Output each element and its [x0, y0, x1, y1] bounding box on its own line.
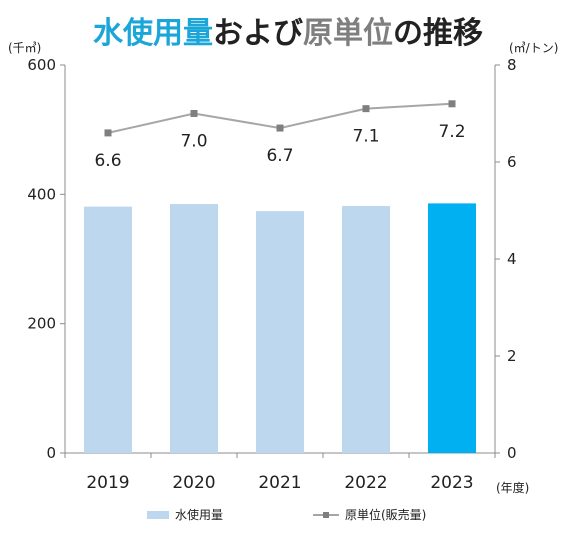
- title-part-intensity: 原単位: [303, 16, 393, 51]
- intensity-marker-2021: [276, 124, 284, 132]
- right-tick-label: 8: [507, 56, 517, 74]
- legend-line-swatch: [313, 511, 339, 518]
- intensity-data-label-2023: 7.2: [438, 122, 465, 142]
- left-tick-label: 0: [46, 444, 56, 462]
- right-tick-label: 0: [507, 444, 517, 462]
- intensity-data-label-2019: 6.6: [94, 151, 121, 171]
- intensity-data-label-2022: 7.1: [352, 127, 379, 147]
- intensity-marker-2020: [190, 110, 198, 117]
- bar-2023: [428, 203, 476, 453]
- intensity-marker-2023: [448, 100, 456, 108]
- title-part-trend: の推移: [393, 16, 483, 51]
- right-axis-unit: (㎥/トン): [509, 41, 558, 55]
- intensity-data-label-2021: 6.7: [266, 146, 293, 166]
- title-part-and: および: [213, 16, 303, 51]
- title-part-water-usage: 水使用量: [93, 16, 213, 51]
- intensity-marker-2019: [104, 129, 112, 137]
- left-tick-label: 600: [27, 56, 56, 74]
- left-tick-label: 400: [27, 185, 56, 203]
- intensity-marker-2022: [362, 105, 370, 113]
- right-tick-label: 6: [507, 153, 517, 171]
- intensity-data-label-2020: 7.0: [180, 132, 207, 152]
- legend-label-water-usage: 水使用量: [175, 508, 224, 522]
- bar-2020: [170, 204, 218, 453]
- legend-item-intensity: 原単位(販売量): [313, 506, 426, 523]
- left-axis-unit: (千㎥): [8, 41, 41, 55]
- x-tick-label-2020: 2020: [172, 473, 215, 493]
- left-tick-label: 200: [27, 315, 56, 333]
- bar-2021: [256, 211, 304, 453]
- x-tick-label-2022: 2022: [344, 473, 387, 493]
- x-axis-unit: (年度): [496, 480, 529, 495]
- axes-group: 0 200 400 600 0 2 4 6 8 (千㎥) (㎥/トン) (年度) 2019 2020 202…: [8, 41, 558, 495]
- bars-group: [84, 203, 476, 453]
- legend-label-intensity: 原単位(販売量): [345, 508, 427, 522]
- x-tick-label-2019: 2019: [86, 473, 129, 493]
- line-series-group: [104, 100, 456, 137]
- bar-2019: [84, 206, 132, 453]
- labels-group: 6.6 7.0 6.7 7.1 7.2: [94, 122, 465, 171]
- x-tick-label-2021: 2021: [258, 473, 301, 493]
- legend-item-water-usage: 水使用量: [147, 506, 223, 523]
- right-tick-label: 4: [507, 250, 517, 268]
- bar-2022: [342, 205, 390, 453]
- legend-bar-swatch: [147, 510, 169, 519]
- right-tick-label: 2: [507, 347, 517, 365]
- chart-title: 水使用量および原単位の推移: [0, 8, 576, 52]
- legend: 水使用量 原単位(販売量): [0, 506, 576, 526]
- x-tick-label-2023: 2023: [430, 473, 473, 493]
